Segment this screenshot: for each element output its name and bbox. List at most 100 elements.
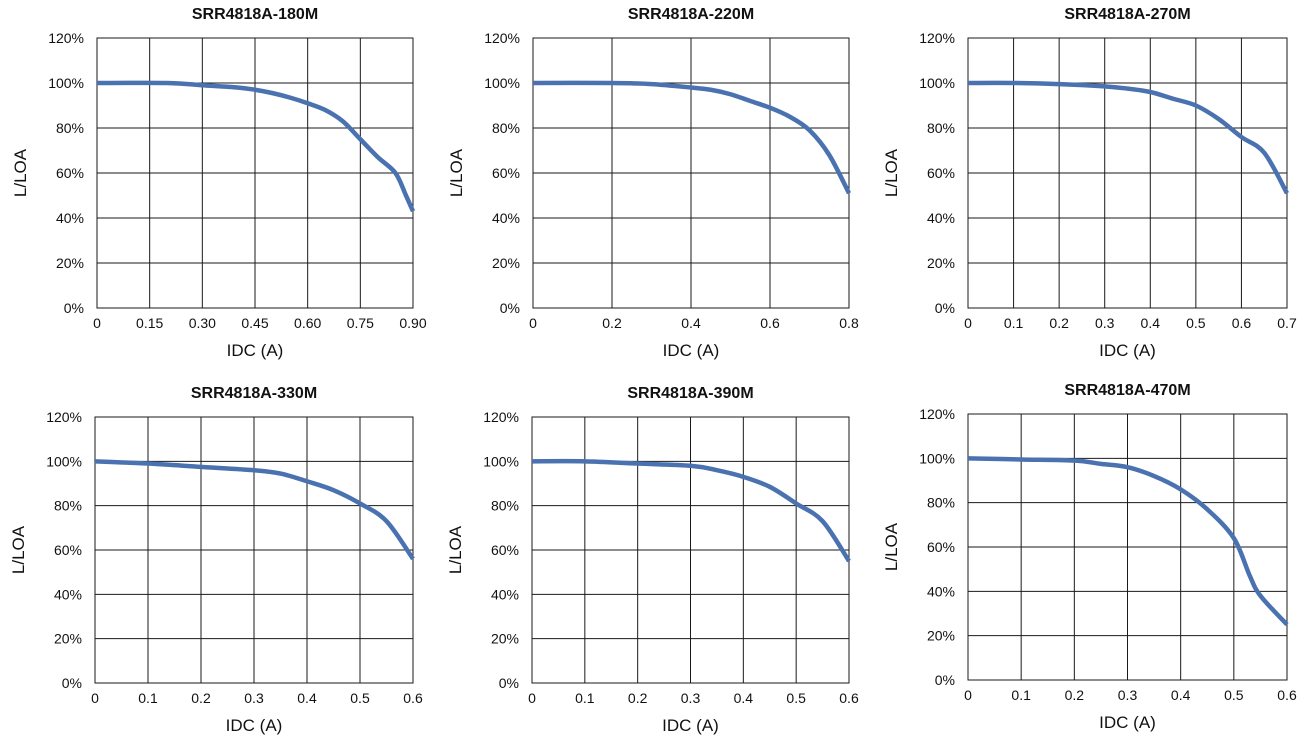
x-tick-label: 0.2 xyxy=(602,315,622,331)
y-tick-label: 100% xyxy=(919,450,955,466)
x-tick-label: 0.75 xyxy=(347,315,374,331)
y-tick-label: 0% xyxy=(64,300,84,316)
y-tick-label: 60% xyxy=(492,165,520,181)
y-tick-label: 40% xyxy=(54,586,82,602)
plot-frame xyxy=(94,416,414,684)
x-tick-label: 0.1 xyxy=(138,690,158,706)
x-tick-label: 0.6 xyxy=(1277,687,1297,703)
x-tick-label: 0.4 xyxy=(1171,687,1191,703)
x-tick-label: 0.4 xyxy=(297,690,317,706)
plot-frame xyxy=(96,37,414,309)
plot-frame xyxy=(532,37,850,309)
x-tick-label: 0.4 xyxy=(681,315,701,331)
y-tick-label: 20% xyxy=(492,255,520,271)
plot-frame xyxy=(967,413,1288,681)
y-tick-label: 40% xyxy=(491,586,519,602)
x-tick-label: 0.5 xyxy=(350,690,370,706)
x-tick-label: 0.2 xyxy=(628,690,648,706)
y-axis-label: L/LOA xyxy=(11,148,30,197)
y-tick-label: 0% xyxy=(500,300,520,316)
y-tick-label: 60% xyxy=(56,165,84,181)
y-tick-label: 60% xyxy=(927,539,955,555)
x-tick-label: 0.6 xyxy=(839,690,859,706)
y-tick-label: 20% xyxy=(56,255,84,271)
x-tick-label: 0.45 xyxy=(241,315,268,331)
x-tick-label: 0 xyxy=(529,315,537,331)
series-line xyxy=(531,458,851,563)
y-axis-label: L/LOA xyxy=(882,148,901,197)
x-tick-label: 0.60 xyxy=(294,315,321,331)
y-tick-label: 100% xyxy=(484,75,520,91)
y-tick-label: 120% xyxy=(919,30,955,46)
plot-frame xyxy=(967,37,1288,309)
x-tick-label: 0 xyxy=(91,690,99,706)
x-tick-label: 0.30 xyxy=(189,315,216,331)
y-tick-label: 0% xyxy=(935,300,955,316)
x-axis-label: IDC (A) xyxy=(227,341,284,360)
y-tick-label: 0% xyxy=(499,675,519,691)
y-tick-label: 80% xyxy=(492,120,520,136)
chart-title: SRR4818A-330M xyxy=(191,385,317,402)
chart-panel: 0% 20% 40% 60% 80% 100% 120% 0 0.1 0.2 0.3 0.4 0.5 0.… xyxy=(882,382,1297,732)
y-tick-label: 120% xyxy=(484,30,520,46)
chart-panel: 0% 20% 40% 60% 80% 100% 120% 0 0.1 0.2 0.3 0.4 0.5 0.… xyxy=(446,385,859,735)
y-tick-label: 80% xyxy=(56,120,84,136)
x-tick-label: 0.3 xyxy=(1118,687,1138,703)
y-tick-label: 100% xyxy=(483,453,519,469)
x-tick-label: 0.1 xyxy=(1011,687,1031,703)
y-tick-label: 80% xyxy=(54,498,82,514)
y-tick-label: 20% xyxy=(54,631,82,647)
y-axis-label: L/LOA xyxy=(446,525,465,574)
x-axis-label: IDC (A) xyxy=(1099,341,1156,360)
y-tick-label: 60% xyxy=(491,542,519,558)
y-tick-label: 20% xyxy=(927,255,955,271)
x-tick-label: 0.3 xyxy=(244,690,264,706)
y-tick-label: 60% xyxy=(927,165,955,181)
x-tick-label: 0.1 xyxy=(1004,315,1024,331)
y-tick-label: 120% xyxy=(46,409,82,425)
y-tick-label: 40% xyxy=(492,210,520,226)
series-line xyxy=(967,456,1289,627)
chart-title: SRR4818A-390M xyxy=(627,385,753,402)
chart-title: SRR4818A-470M xyxy=(1064,382,1190,399)
y-tick-label: 40% xyxy=(927,583,955,599)
chart-title: SRR4818A-220M xyxy=(628,6,754,23)
plot-frame xyxy=(531,416,850,684)
x-tick-label: 0 xyxy=(93,315,101,331)
y-tick-label: 20% xyxy=(491,631,519,647)
x-tick-label: 0.8 xyxy=(839,315,859,331)
chart-panel: 0% 20% 40% 60% 80% 100% 120% 0 0.15 0.30 0.45 0.60 0… xyxy=(11,6,427,360)
series-line xyxy=(967,80,1289,195)
x-tick-label: 0.5 xyxy=(1186,315,1206,331)
x-tick-label: 0.7 xyxy=(1277,315,1297,331)
y-axis-label: L/LOA xyxy=(9,525,28,574)
x-tick-label: 0.4 xyxy=(1141,315,1161,331)
y-tick-label: 120% xyxy=(483,409,519,425)
y-tick-label: 100% xyxy=(46,453,82,469)
series-line xyxy=(94,459,415,561)
y-tick-label: 80% xyxy=(927,120,955,136)
chart-panel: 0% 20% 40% 60% 80% 100% 120% 0 0.1 0.2 0.3 0.4 0.5 0.… xyxy=(9,385,423,735)
x-tick-label: 0.6 xyxy=(1232,315,1252,331)
series-line xyxy=(532,80,852,195)
y-tick-label: 0% xyxy=(935,672,955,688)
chart-title: SRR4818A-180M xyxy=(192,6,318,23)
x-axis-label: IDC (A) xyxy=(226,716,283,735)
x-tick-label: 0 xyxy=(964,687,972,703)
y-tick-label: 60% xyxy=(54,542,82,558)
x-tick-label: 0.6 xyxy=(760,315,780,331)
x-tick-label: 0 xyxy=(964,315,972,331)
y-tick-label: 120% xyxy=(48,30,84,46)
x-tick-label: 0.2 xyxy=(1065,687,1085,703)
y-tick-label: 100% xyxy=(48,75,84,91)
x-tick-label: 0.5 xyxy=(786,690,806,706)
y-tick-label: 80% xyxy=(927,495,955,511)
y-tick-label: 40% xyxy=(927,210,955,226)
x-axis-label: IDC (A) xyxy=(663,341,720,360)
x-tick-label: 0.6 xyxy=(403,690,423,706)
x-tick-label: 0.3 xyxy=(681,690,701,706)
y-tick-label: 80% xyxy=(491,498,519,514)
y-axis-label: L/LOA xyxy=(447,148,466,197)
chart-panel: 0% 20% 40% 60% 80% 100% 120% 0 0.2 0.4 0.6 0.8 SRR48… xyxy=(447,6,859,360)
chart-panel: 0% 20% 40% 60% 80% 100% 120% 0 0.1 0.2 0.3 0.4 0.5 0.… xyxy=(882,6,1297,360)
